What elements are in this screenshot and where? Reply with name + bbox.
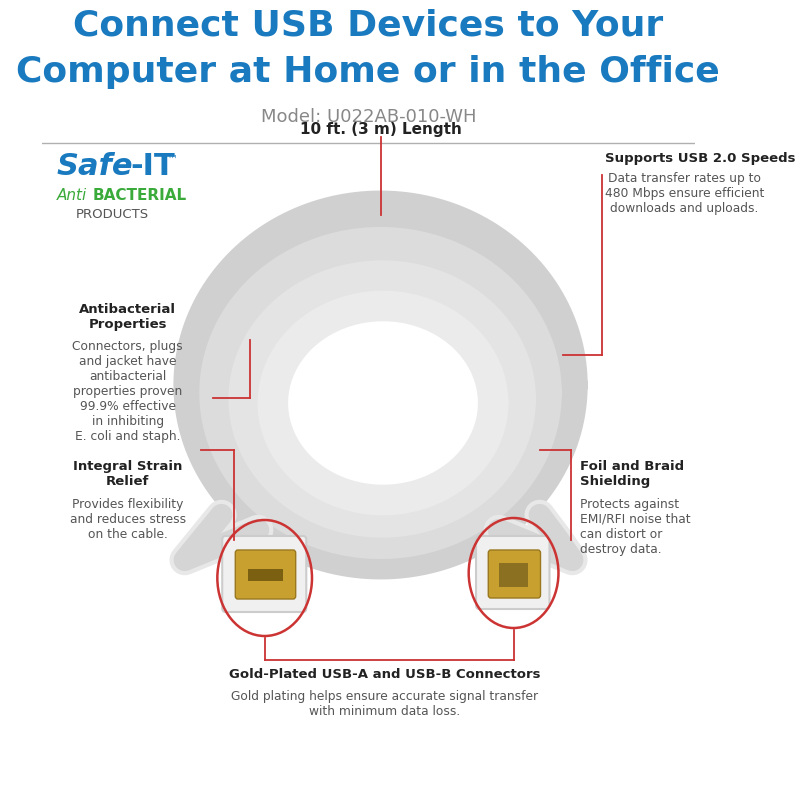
FancyBboxPatch shape [248, 569, 282, 581]
Text: Anti: Anti [57, 188, 87, 203]
FancyBboxPatch shape [499, 563, 528, 587]
FancyBboxPatch shape [476, 536, 550, 609]
Text: Safe: Safe [57, 152, 133, 181]
Text: Gold-Plated USB-A and USB-B Connectors: Gold-Plated USB-A and USB-B Connectors [229, 668, 540, 681]
Text: BACTERIAL: BACTERIAL [93, 188, 186, 203]
Text: ™: ™ [166, 155, 177, 165]
Text: Antibacterial
Properties: Antibacterial Properties [79, 303, 176, 331]
Text: Connectors, plugs
and jacket have
antibacterial
properties proven
99.9% effectiv: Connectors, plugs and jacket have antiba… [72, 340, 183, 443]
Text: PRODUCTS: PRODUCTS [76, 208, 150, 221]
Text: Computer at Home or in the Office: Computer at Home or in the Office [17, 55, 720, 89]
FancyBboxPatch shape [235, 550, 296, 599]
Text: Connect USB Devices to Your: Connect USB Devices to Your [73, 8, 663, 42]
Text: 10 ft. (3 m) Length: 10 ft. (3 m) Length [300, 122, 462, 137]
Text: Foil and Braid
Shielding: Foil and Braid Shielding [581, 460, 685, 488]
Text: Data transfer rates up to
480 Mbps ensure efficient
downloads and uploads.: Data transfer rates up to 480 Mbps ensur… [605, 172, 764, 215]
Text: Integral Strain
Relief: Integral Strain Relief [73, 460, 182, 488]
Text: -IT: -IT [130, 152, 174, 181]
Text: Supports USB 2.0 Speeds: Supports USB 2.0 Speeds [605, 152, 795, 165]
Text: Protects against
EMI/RFI noise that
can distort or
destroy data.: Protects against EMI/RFI noise that can … [581, 498, 691, 556]
FancyBboxPatch shape [222, 536, 306, 612]
Text: Model: U022AB-010-WH: Model: U022AB-010-WH [261, 108, 476, 126]
Text: Provides flexibility
and reduces stress
on the cable.: Provides flexibility and reduces stress … [70, 498, 186, 541]
Text: Gold plating helps ensure accurate signal transfer
with minimum data loss.: Gold plating helps ensure accurate signa… [231, 690, 538, 718]
Ellipse shape [302, 329, 465, 477]
FancyBboxPatch shape [488, 550, 541, 598]
